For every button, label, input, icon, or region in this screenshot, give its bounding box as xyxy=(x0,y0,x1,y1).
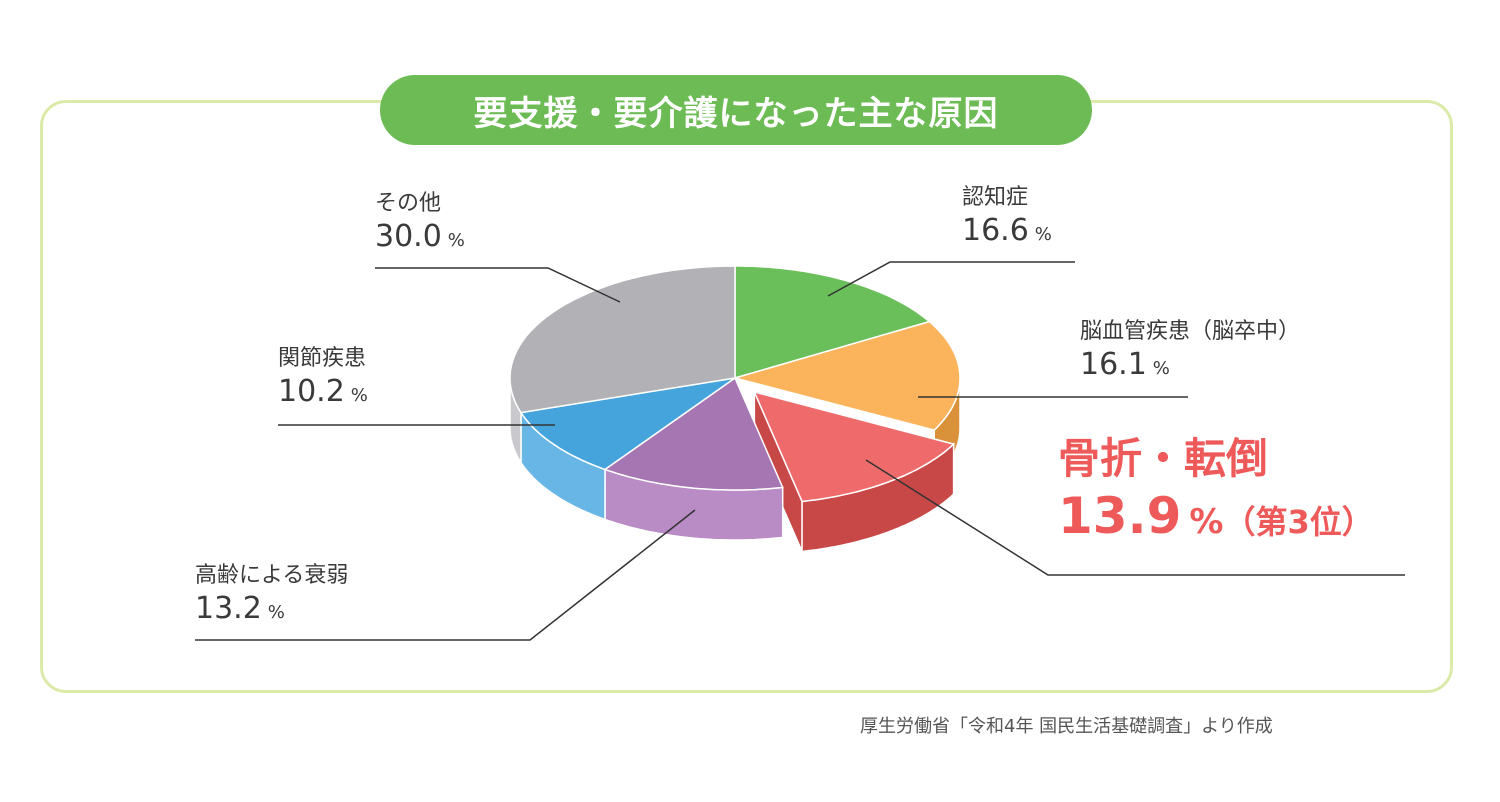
label-dementia: 認知症 16.6% xyxy=(962,185,1052,248)
slice-1-top xyxy=(732,320,961,431)
leader-lines xyxy=(195,261,1405,641)
label-frailty: 高齢による衰弱 13.2% xyxy=(195,563,349,626)
slice-0-top xyxy=(734,265,931,379)
leader-line-fracture xyxy=(865,459,1405,576)
label-other: その他 30.0% xyxy=(375,191,465,254)
leader-line-frailty xyxy=(195,509,696,641)
label-fracture: 骨折・転倒 13.9 %（第3位） xyxy=(1058,434,1374,545)
chart-title: 要支援・要介護になった主な原因 xyxy=(380,75,1092,145)
source-note: 厚生労働省「令和4年 国民生活基礎調査」より作成 xyxy=(860,716,1273,737)
slice-3-top xyxy=(603,376,784,491)
leader-line-dementia xyxy=(827,261,1075,297)
label-joint: 関節疾患 10.2% xyxy=(278,346,368,409)
slice-4-top xyxy=(519,377,736,471)
leader-line-other xyxy=(375,267,621,303)
slice-2-top xyxy=(753,390,956,503)
label-stroke: 脳血管疾患（脳卒中） 16.1% xyxy=(1080,319,1301,382)
slice-5-top xyxy=(509,265,736,414)
